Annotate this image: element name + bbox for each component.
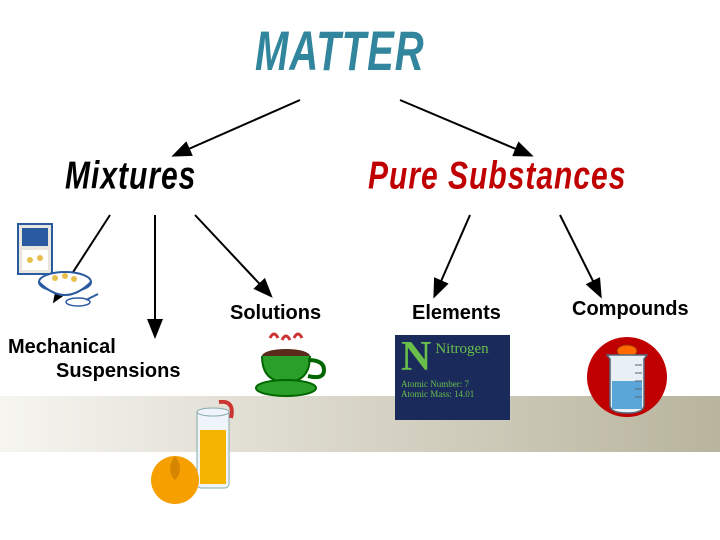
nitrogen-name: Nitrogen (435, 341, 488, 358)
nitrogen-symbol: N (401, 339, 431, 377)
beaker-icon (585, 335, 670, 420)
nitrogen-tile: N Nitrogen Atomic Number: 7 Atomic Mass:… (395, 335, 510, 420)
tea-icon (250, 330, 330, 400)
tree-arrows (0, 0, 720, 540)
nitrogen-line2: Atomic Mass: 14.01 (401, 389, 504, 399)
juice-icon (145, 400, 255, 510)
nitrogen-line1: Atomic Number: 7 (401, 379, 504, 389)
cereal-icon (10, 220, 100, 310)
